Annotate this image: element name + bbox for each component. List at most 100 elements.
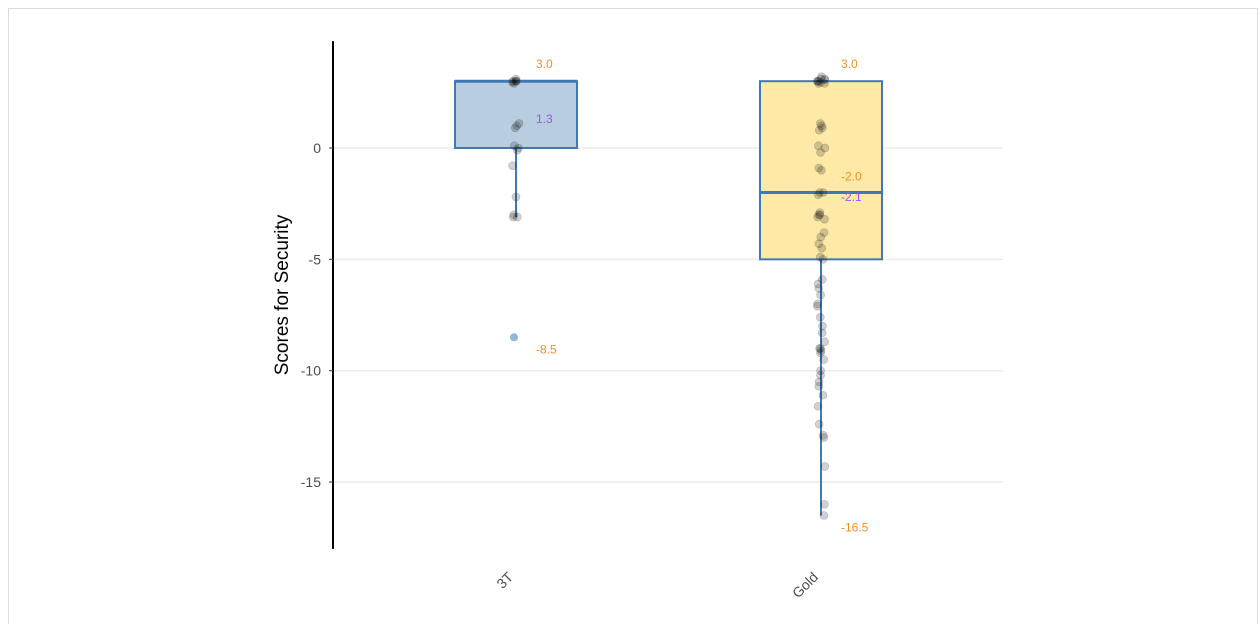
data-point [820, 79, 829, 88]
data-point [511, 192, 521, 202]
data-point [508, 161, 517, 171]
box-gold [759, 80, 883, 261]
data-point [514, 119, 524, 128]
data-point [813, 279, 823, 289]
y-axis-title: Scores for Security [272, 214, 293, 375]
data-point [816, 344, 825, 353]
data-point [814, 381, 824, 391]
data-point [815, 312, 825, 322]
data-point [820, 74, 830, 84]
y-tick-label: -5 [309, 251, 322, 267]
data-point [820, 462, 830, 471]
data-point [511, 76, 520, 86]
data-point [816, 77, 825, 87]
jitter-points [508, 72, 830, 520]
data-point [813, 301, 822, 311]
data-point [819, 355, 829, 364]
data-point [814, 125, 824, 135]
data-point [816, 290, 825, 300]
data-point [816, 348, 825, 358]
data-point [816, 366, 825, 376]
data-point [818, 188, 828, 197]
data-point [820, 214, 829, 224]
data-point [818, 255, 828, 264]
data-point [818, 123, 827, 133]
data-point [814, 79, 823, 88]
data-point [510, 123, 520, 133]
data-point [512, 76, 521, 86]
y-tick-label: -15 [301, 474, 321, 490]
outlier-label: -8.5 [536, 342, 557, 356]
box-3t [454, 80, 578, 149]
data-point [820, 143, 830, 153]
data-point [813, 212, 822, 222]
data-point [815, 210, 825, 220]
data-point [814, 239, 824, 249]
data-point [813, 76, 823, 86]
data-point [816, 346, 826, 356]
median-label: -2.0 [841, 170, 862, 184]
data-point [815, 208, 825, 217]
data-point [818, 390, 828, 400]
data-point [814, 210, 824, 220]
data-point [819, 511, 829, 520]
y-tick-label: 0 [313, 140, 321, 156]
outlier-point [510, 333, 518, 342]
data-point [817, 121, 826, 131]
data-point [815, 344, 824, 353]
data-point [509, 79, 519, 88]
data-point [813, 299, 823, 309]
mean-label: 1.3 [536, 112, 553, 126]
data-point [817, 165, 826, 175]
data-point [819, 433, 829, 442]
data-point [816, 148, 825, 157]
data-point [813, 76, 822, 86]
data-point [818, 321, 827, 331]
data-point [820, 337, 829, 347]
y-tick-label: -10 [301, 363, 321, 379]
data-point [813, 401, 823, 411]
max-label: 3.0 [536, 57, 553, 71]
grid-lines [333, 147, 1003, 483]
x-tick-label: 3T [493, 568, 516, 591]
data-point [508, 76, 518, 86]
data-point [508, 212, 518, 222]
data-point [513, 143, 523, 153]
boxes [454, 79, 883, 516]
data-point [814, 163, 824, 173]
data-point [817, 72, 826, 82]
data-point [816, 370, 825, 380]
data-point [816, 232, 826, 242]
y-axis-ticks: 0 -5 -10 -15 [301, 140, 333, 490]
data-point [814, 419, 824, 429]
data-point [814, 377, 824, 387]
chart-frame [8, 8, 1258, 624]
data-point [817, 243, 827, 253]
data-point [814, 141, 823, 151]
x-tick-label: Gold [789, 569, 821, 601]
x-axis-ticks: 3T Gold [493, 568, 821, 601]
data-point [817, 328, 827, 338]
data-point [511, 76, 521, 86]
data-point [512, 121, 522, 131]
data-point [513, 212, 522, 222]
data-point [815, 252, 825, 262]
data-point [816, 119, 825, 128]
data-point [819, 228, 829, 237]
mean-label: -2.1 [841, 190, 862, 204]
data-point [511, 74, 521, 84]
data-point [814, 76, 823, 86]
data-point [509, 141, 519, 151]
data-point [512, 145, 522, 155]
data-point [814, 283, 824, 293]
data-point [820, 75, 829, 85]
data-point [815, 188, 824, 197]
data-point [816, 74, 826, 84]
data-point [817, 275, 827, 284]
data-point [813, 190, 823, 200]
annotations: 3.0 1.3 -8.5 3.0 -2.0 -2.1 -16.5 [536, 57, 869, 534]
data-point [820, 499, 829, 509]
min-label: -16.5 [841, 520, 869, 534]
data-point [509, 210, 519, 220]
